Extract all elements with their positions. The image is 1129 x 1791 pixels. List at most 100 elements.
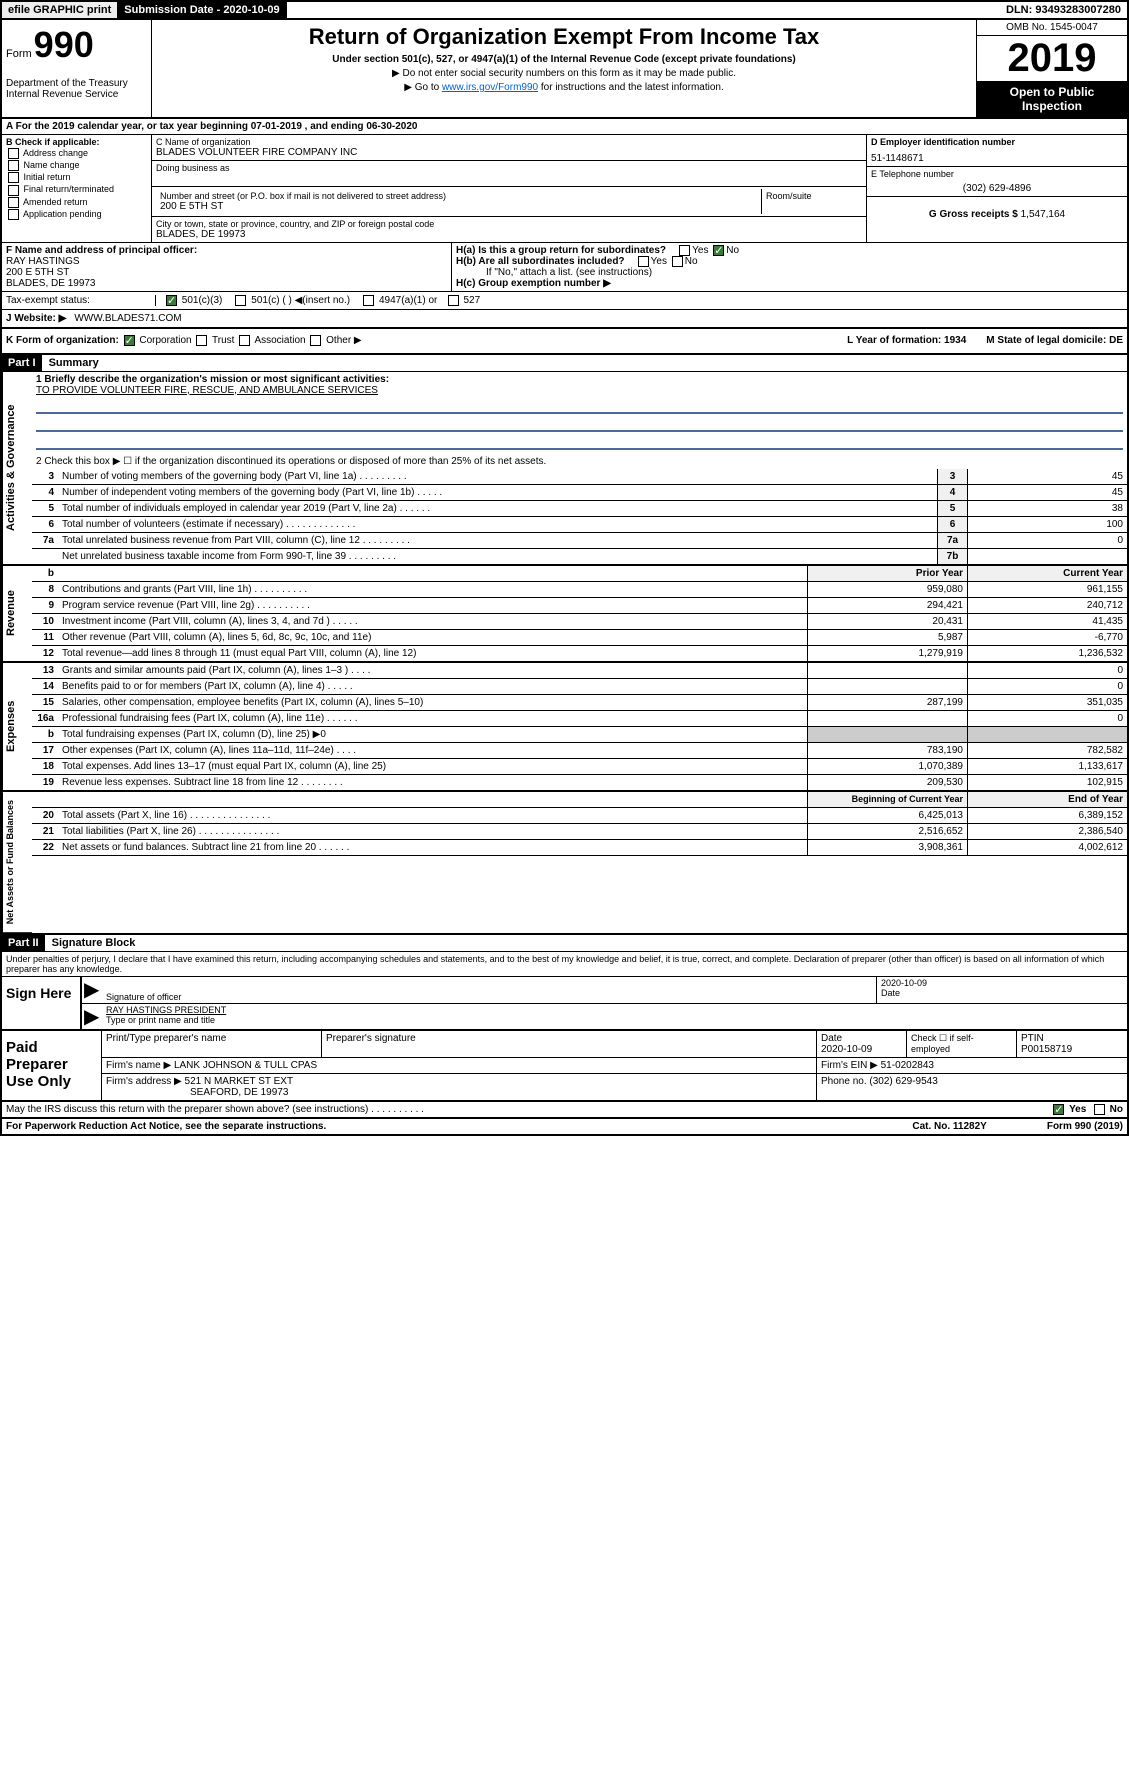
street-address: 200 E 5TH ST [160,201,757,212]
gov-row: 3Number of voting members of the governi… [32,469,1127,485]
firm-name: LANK JOHNSON & TULL CPAS [174,1060,317,1071]
gov-row: Net unrelated business taxable income fr… [32,549,1127,565]
data-row: 19Revenue less expenses. Subtract line 1… [32,775,1127,791]
gross-label: G Gross receipts $ [929,209,1018,220]
officer-name: RAY HASTINGS [6,256,447,267]
form-header: Form 990 Department of the Treasury Inte… [2,20,1127,119]
arrow-icon: ▶ [82,977,102,1003]
firm-phone: (302) 629-9543 [869,1076,937,1087]
data-row: 17Other expenses (Part IX, column (A), l… [32,743,1127,759]
prep-date: 2020-10-09 [821,1044,872,1055]
part1-title: Summary [45,355,103,371]
submission-date: Submission Date - 2020-10-09 [118,2,286,18]
form-id: Form 990 (2019) [1047,1121,1123,1132]
prep-name-label: Print/Type preparer's name [102,1031,322,1057]
paid-prep-label: Paid Preparer Use Only [2,1031,102,1100]
line-a: A For the 2019 calendar year, or tax yea… [2,119,1127,135]
data-row: 9Program service revenue (Part VIII, lin… [32,598,1127,614]
part2-title: Signature Block [48,935,140,951]
data-row: 14Benefits paid to or for members (Part … [32,679,1127,695]
form-note1: ▶ Do not enter social security numbers o… [156,68,972,79]
sign-here-label: Sign Here [2,977,82,1029]
net-side-label: Net Assets or Fund Balances [2,792,32,933]
hc-label: H(c) Group exemption number ▶ [456,278,611,289]
firm-ein: 51-0202843 [881,1060,934,1071]
room-label: Room/suite [766,191,858,201]
officer-addr2: BLADES, DE 19973 [6,278,447,289]
sig-date-label: Date [881,988,1123,998]
data-row: 12Total revenue—add lines 8 through 11 (… [32,646,1127,662]
mission-label: 1 Briefly describe the organization's mi… [36,374,1123,385]
ein-label: D Employer identification number [871,137,1123,147]
arrow-icon: ▶ [82,1004,102,1029]
telephone: (302) 629-4896 [871,183,1123,194]
form-subtitle: Under section 501(c), 527, or 4947(a)(1)… [156,54,972,65]
tel-label: E Telephone number [871,169,1123,179]
beg-year-hdr: Beginning of Current Year [807,792,967,807]
part2-header: Part II [2,935,45,951]
data-row: 10Investment income (Part VIII, column (… [32,614,1127,630]
sig-officer-label: Signature of officer [106,992,872,1002]
gross-receipts: 1,547,164 [1021,209,1066,220]
mission-text: TO PROVIDE VOLUNTEER FIRE, RESCUE, AND A… [36,385,1123,396]
hb-note: If "No," attach a list. (see instruction… [456,267,1123,278]
data-row: 20Total assets (Part X, line 16) . . . .… [32,808,1127,824]
data-row: 15Salaries, other compensation, employee… [32,695,1127,711]
org-name: BLADES VOLUNTEER FIRE COMPANY INC [156,147,862,158]
hb-label: H(b) Are all subordinates included? [456,256,625,267]
self-emp-check: Check ☐ if self-employed [907,1031,1017,1057]
form-note2: ▶ Go to www.irs.gov/Form990 for instruct… [156,82,972,93]
open-public: Open to Public Inspection [977,81,1127,117]
q2-discontinue: 2 Check this box ▶ ☐ if the organization… [32,454,1127,469]
prior-year-hdr: Prior Year [807,566,967,581]
sig-name: RAY HASTINGS PRESIDENT [106,1005,1123,1015]
rev-side-label: Revenue [2,566,32,662]
dln: DLN: 93493283007280 [1000,2,1127,18]
state-domicile: M State of legal domicile: DE [986,335,1123,346]
top-bar: efile GRAPHIC print Submission Date - 20… [2,2,1127,20]
exp-side-label: Expenses [2,663,32,791]
gov-row: 4Number of independent voting members of… [32,485,1127,501]
form-org-label: K Form of organization: [6,336,119,347]
city-label: City or town, state or province, country… [156,219,862,229]
website: WWW.BLADES71.COM [66,313,181,324]
gov-row: 7aTotal unrelated business revenue from … [32,533,1127,549]
part1-header: Part I [2,355,42,371]
sig-date: 2020-10-09 [881,978,1123,988]
city-state-zip: BLADES, DE 19973 [156,229,862,240]
officer-label: F Name and address of principal officer: [6,245,447,256]
addr-label: Number and street (or P.O. box if mail i… [160,191,757,201]
paperwork-notice: For Paperwork Reduction Act Notice, see … [6,1121,912,1132]
org-name-label: C Name of organization [156,137,862,147]
ptin: P00158719 [1021,1044,1072,1055]
curr-year-hdr: Current Year [967,566,1127,581]
form-number: Form 990 [6,24,147,66]
dept-label: Department of the Treasury Internal Reve… [6,78,147,100]
omb-number: OMB No. 1545-0047 [977,20,1127,36]
irs-link[interactable]: www.irs.gov/Form990 [442,82,538,93]
data-row: 18Total expenses. Add lines 13–17 (must … [32,759,1127,775]
data-row: 11Other revenue (Part VIII, column (A), … [32,630,1127,646]
end-year-hdr: End of Year [967,792,1127,807]
firm-addr: 521 N MARKET ST EXT [185,1076,294,1087]
website-label: J Website: ▶ [6,313,66,324]
data-row: 16aProfessional fundraising fees (Part I… [32,711,1127,727]
tax-status-label: Tax-exempt status: [6,295,156,306]
officer-addr1: 200 E 5TH ST [6,267,447,278]
gov-row: 5Total number of individuals employed in… [32,501,1127,517]
ein: 51-1148671 [871,153,1123,164]
perjury-text: Under penalties of perjury, I declare th… [2,952,1127,977]
dba-label: Doing business as [156,163,862,173]
form-title: Return of Organization Exempt From Incom… [156,24,972,50]
data-row: 22Net assets or fund balances. Subtract … [32,840,1127,856]
ha-label: H(a) Is this a group return for subordin… [456,245,666,256]
efile-button[interactable]: efile GRAPHIC print [2,2,118,18]
cat-no: Cat. No. 11282Y [912,1121,986,1132]
discuss-label: May the IRS discuss this return with the… [6,1104,1051,1115]
sig-name-label: Type or print name and title [106,1015,1123,1025]
data-row: bTotal fundraising expenses (Part IX, co… [32,727,1127,743]
gov-row: 6Total number of volunteers (estimate if… [32,517,1127,533]
gov-side-label: Activities & Governance [2,372,32,565]
tax-year: 2019 [977,36,1127,81]
data-row: 13Grants and similar amounts paid (Part … [32,663,1127,679]
